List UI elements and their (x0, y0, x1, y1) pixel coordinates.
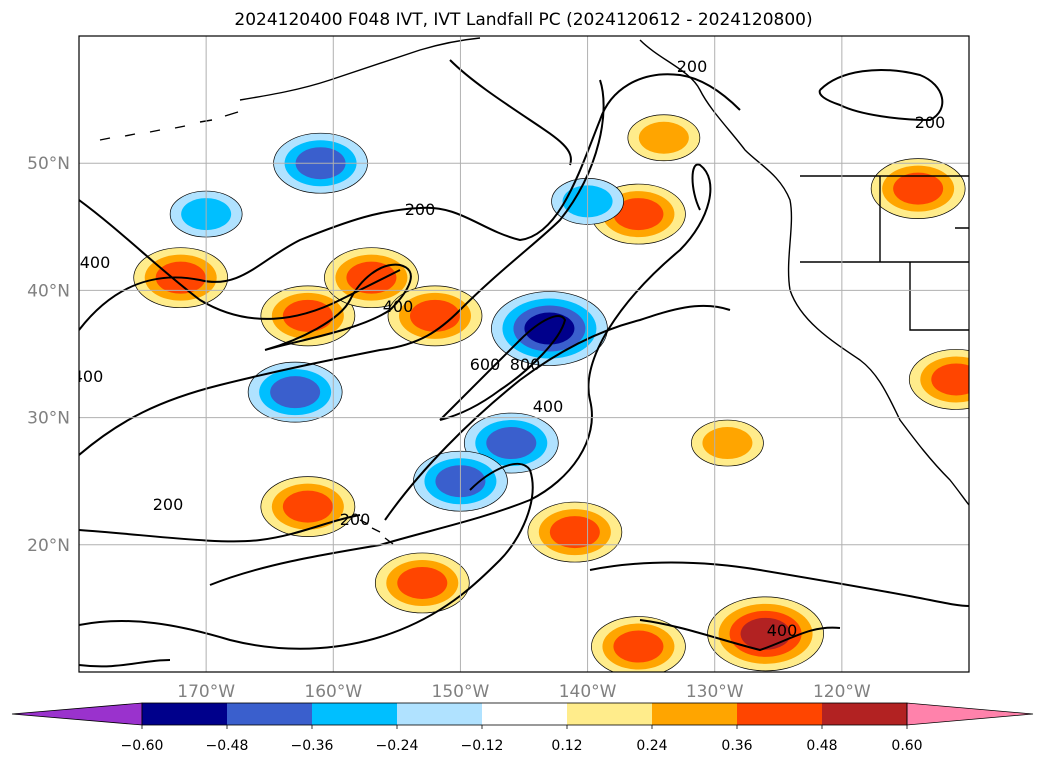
lat-tick-label: 30°N (27, 409, 70, 429)
colorbar-extend-high (906, 702, 1034, 726)
contour-label: 600 (470, 355, 501, 374)
contour-label: 200 (153, 495, 184, 514)
ivt-contour-line (449, 59, 572, 166)
contour-label: 400 (80, 253, 111, 272)
ivt-contour-line (79, 79, 605, 456)
ivt-contour-line (818, 69, 944, 122)
pc-level-fill (486, 427, 537, 460)
contour-label: 400 (767, 621, 798, 640)
colorbar-segment (227, 703, 312, 725)
colorbar-segment (567, 703, 652, 725)
pc-anomaly-patch (627, 114, 701, 162)
contour-label: 400 (73, 367, 104, 386)
colorbar-segment (737, 703, 822, 725)
pc-level-fill (346, 261, 397, 294)
ivt-contour-line (79, 659, 171, 668)
hawaii-islands (359, 519, 394, 545)
colorbar-segment (312, 703, 397, 725)
colorbar-segment (482, 703, 567, 725)
pc-level-fill (524, 312, 575, 345)
lat-tick-label: 40°N (27, 281, 70, 301)
lon-tick-label: 120°W (813, 682, 871, 702)
colorbar-segment (822, 703, 907, 725)
colorbar-tick-label: −0.48 (206, 738, 249, 754)
lon-tick-label: 160°W (304, 682, 362, 702)
pc-anomaly-patch (870, 158, 966, 219)
lon-tick-label: 130°W (686, 682, 744, 702)
contour-label: 200 (915, 113, 946, 132)
pc-level-fill (282, 299, 333, 332)
map-frame (78, 35, 970, 673)
ivt-contour-line (384, 304, 731, 521)
pc-level-fill (893, 172, 944, 205)
ivt-contour-line (264, 263, 412, 351)
pc-level-fill (740, 617, 791, 650)
ivt-contour-line (79, 463, 534, 650)
contour-label: 200 (405, 200, 436, 219)
pc-anomaly-patch (527, 501, 623, 563)
lat-tick-label: 20°N (27, 536, 70, 556)
pc-level-fill (397, 566, 448, 599)
pc-anomaly-patch (691, 419, 764, 467)
colorbar-tick-label: 0.48 (806, 738, 837, 754)
colorbar-frame (141, 702, 908, 726)
us-border (800, 175, 969, 331)
ivt-contour-line (439, 315, 567, 421)
pc-level-fill (282, 490, 333, 523)
contour-label: 200 (340, 510, 371, 529)
colorbar-tick-label: −0.12 (461, 738, 504, 754)
pc-anomaly-patch (247, 361, 343, 423)
lon-tick-label: 150°W (432, 682, 490, 702)
contour-label: 400 (533, 397, 564, 416)
lon-tick-label: 140°W (559, 682, 617, 702)
pc-anomaly-patch (491, 291, 608, 366)
colorbar-tick-label: −0.24 (376, 738, 419, 754)
pc-level-fill (638, 121, 689, 154)
pc-level-fill (931, 363, 969, 396)
colorbar-segment (142, 703, 227, 725)
pc-anomaly-patch (374, 552, 470, 614)
pc-level-fill (613, 198, 664, 231)
pc-anomaly-patch (591, 616, 686, 672)
contour-label: 200 (677, 57, 708, 76)
lon-tick-label: 170°W (177, 682, 235, 702)
colorbar-segment (652, 703, 737, 725)
alaska-coast (239, 37, 481, 101)
colorbar-extend-low (11, 702, 143, 726)
pc-level-fill (549, 516, 600, 549)
contour-label: 800 (510, 355, 541, 374)
ivt-contour-line (639, 619, 841, 652)
lat-tick-label: 50°N (27, 154, 70, 174)
aleutian-islands (99, 111, 239, 141)
colorbar-tick-label: 0.24 (636, 738, 667, 754)
contour-label: 400 (383, 297, 414, 316)
pc-level-fill (410, 299, 460, 332)
colorbar-tick-label: −0.60 (121, 738, 164, 754)
ivt-contour-line (209, 163, 712, 586)
pc-anomaly-patch (707, 596, 824, 672)
chart-title: 2024120400 F048 IVT, IVT Landfall PC (20… (234, 10, 813, 30)
colorbar-segment (397, 703, 482, 725)
ivt-contour-line (79, 199, 401, 320)
ivt-contour-line (589, 561, 969, 607)
colorbar-tick-label: 0.36 (721, 738, 752, 754)
ivt-contour-line (79, 514, 361, 543)
colorbar-tick-label: −0.36 (291, 738, 334, 754)
colorbar-tick-label: 0.60 (891, 738, 922, 754)
pc-anomaly-patch (908, 349, 969, 410)
colorbar-tick-label: 0.12 (551, 738, 582, 754)
pc-level-fill (270, 376, 321, 409)
pc-level-fill (702, 427, 753, 460)
ivt-contour-line (79, 73, 741, 331)
pc-anomaly-patch (387, 285, 483, 347)
pc-level-fill (613, 630, 664, 663)
